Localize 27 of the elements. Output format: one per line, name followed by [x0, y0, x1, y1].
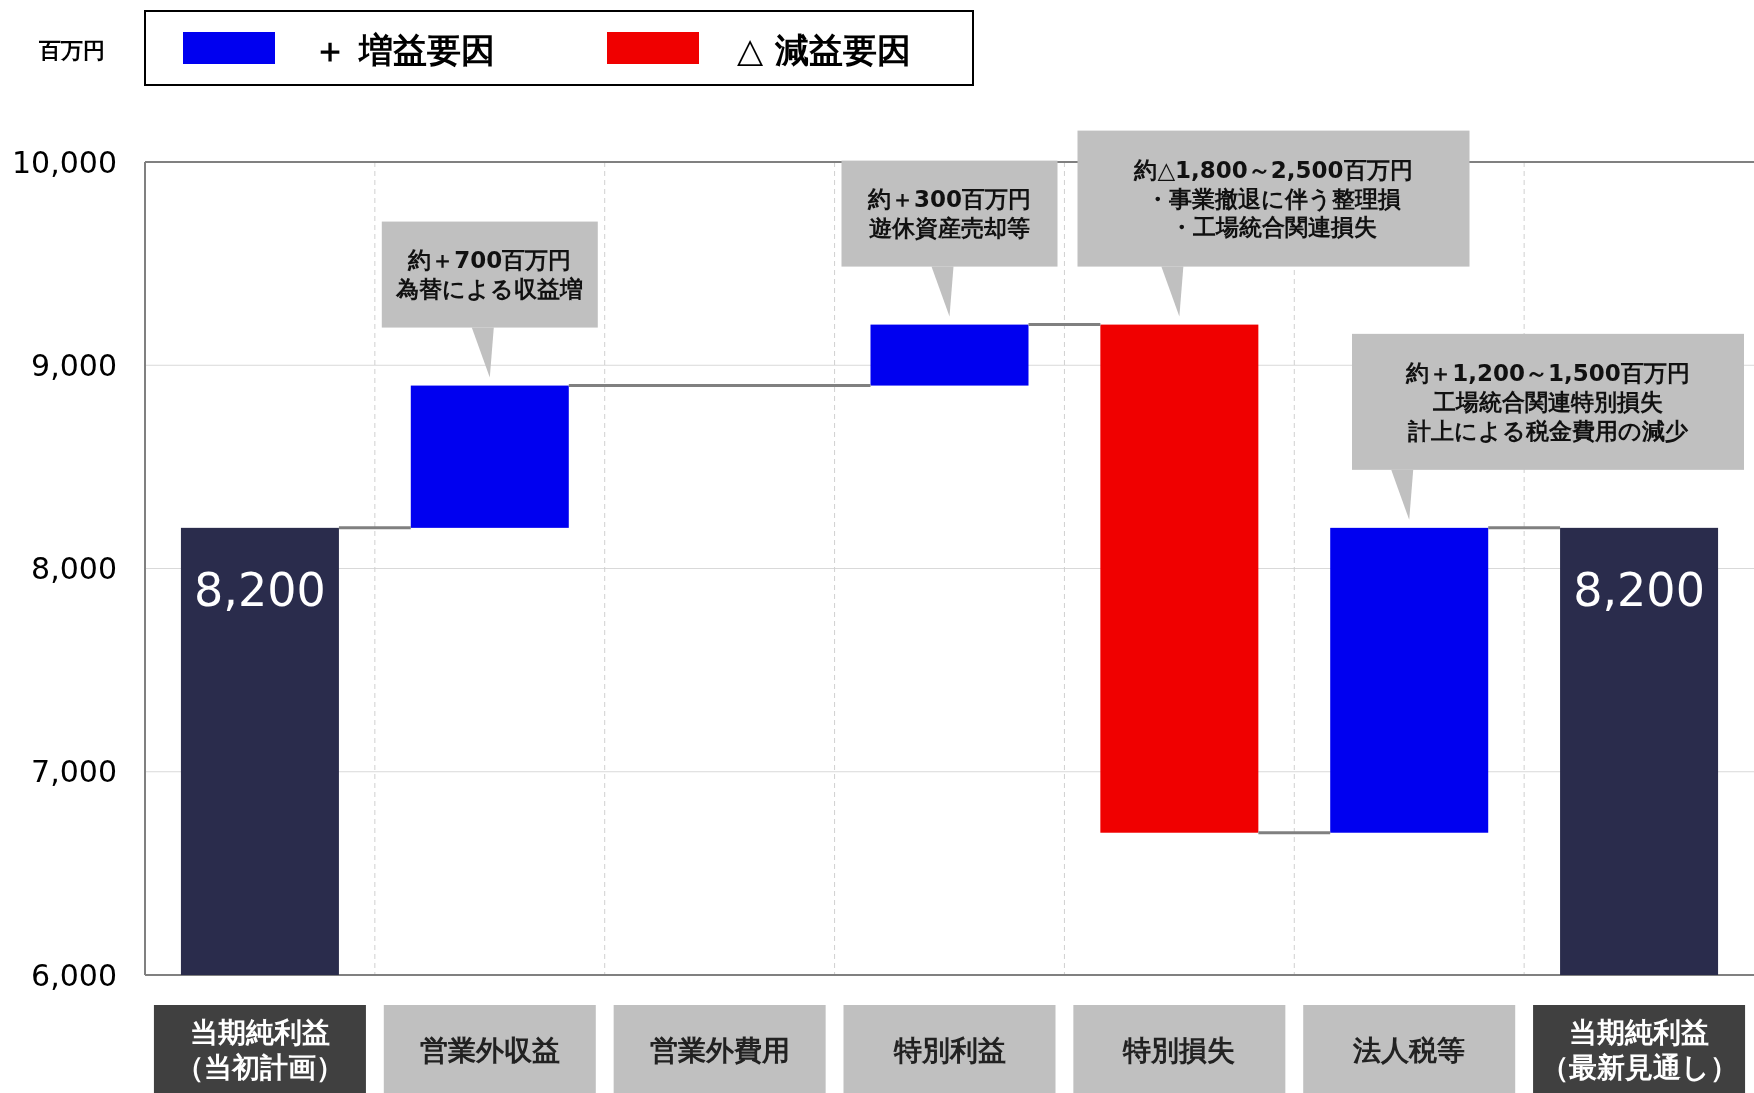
- data-label: 8,200: [194, 562, 326, 617]
- x-tick-label: 特別損失: [1122, 1033, 1236, 1067]
- legend-label: △ 減益要因: [737, 30, 911, 70]
- annotation: 工場統合関連特別損失: [1432, 388, 1663, 415]
- annotation: 遊休資産売却等: [869, 214, 1030, 241]
- y-tick-label: 10,000: [12, 144, 117, 180]
- y-tick-label: 9,000: [31, 347, 117, 383]
- y-tick-label: 6,000: [31, 957, 117, 993]
- annotation: 計上による税金費用の減少: [1407, 417, 1689, 444]
- x-tick-label: 法人税等: [1352, 1033, 1466, 1067]
- x-tick-label: 当期純利益（当初計画）: [175, 1016, 344, 1084]
- annotation: ・工場統合関連損失: [1170, 214, 1377, 241]
- legend-label: ＋ 増益要因: [313, 30, 495, 70]
- x-tick-label: 営業外収益: [419, 1033, 560, 1067]
- y-tick-label: 8,000: [31, 551, 117, 586]
- y-axis-title: 百万円: [38, 37, 105, 63]
- annotation: 為替による収益増: [395, 275, 584, 302]
- annotation: 約＋300百万円: [866, 186, 1032, 213]
- y-tick-label: 7,000: [31, 754, 117, 790]
- x-tick-label: 営業外費用: [649, 1033, 790, 1067]
- x-tick-label: 特別利益: [892, 1033, 1006, 1067]
- annotation: 約△1,800～2,500百万円: [1133, 156, 1413, 183]
- x-tick-label: 当期純利益（最新見通し）: [1540, 1016, 1738, 1084]
- annotation: 約＋700百万円: [407, 247, 572, 274]
- annotation: 約＋1,200～1,500百万円: [1405, 360, 1690, 387]
- data-label: 8,200: [1573, 562, 1705, 617]
- annotation: ・事業撤退に伴う整理損: [1146, 185, 1401, 212]
